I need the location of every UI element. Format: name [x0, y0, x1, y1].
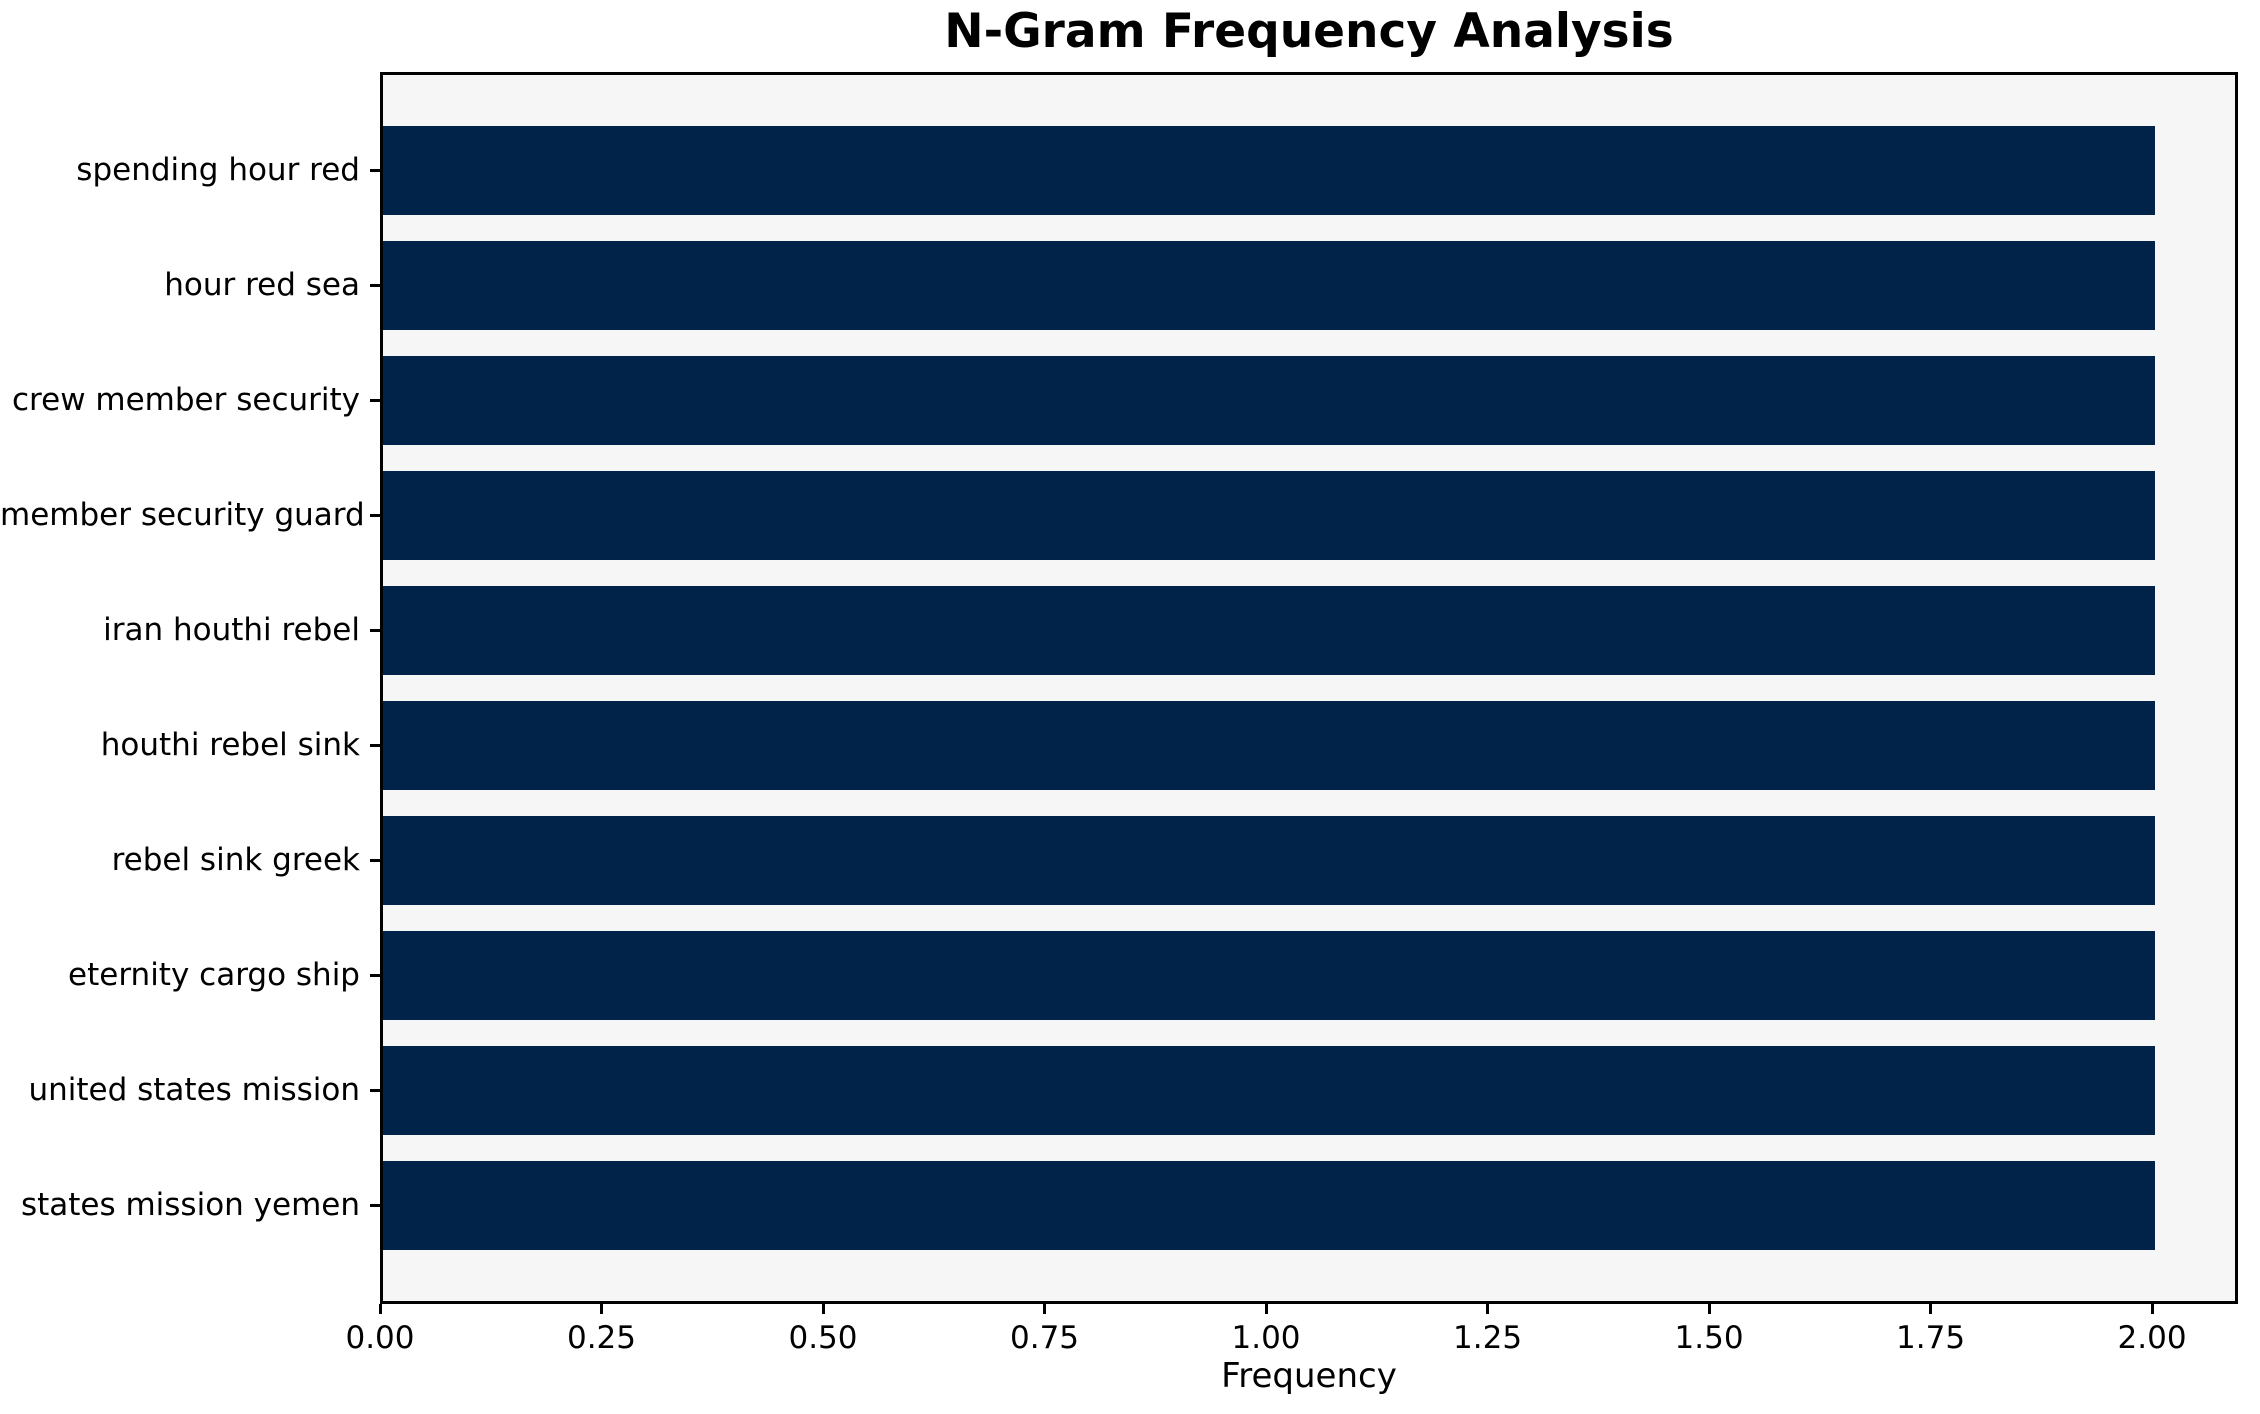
plot-area — [380, 72, 2238, 1304]
y-axis-tick — [370, 398, 380, 402]
x-tick-label: 0.25 — [566, 1320, 637, 1356]
bar — [383, 355, 2155, 445]
x-tick-label: 1.25 — [1453, 1320, 1523, 1356]
y-axis-tick — [370, 1088, 380, 1092]
x-axis-tick — [1043, 1304, 1047, 1314]
category-label: iran houthi rebel — [103, 612, 360, 648]
y-axis-tick — [370, 283, 380, 287]
bar — [383, 125, 2155, 215]
bar — [383, 470, 2155, 560]
x-axis-tick — [378, 1304, 382, 1314]
x-axis-tick — [600, 1304, 603, 1314]
bar — [383, 815, 2155, 905]
bar — [383, 240, 2155, 330]
bar — [383, 585, 2155, 675]
x-axis-tick — [821, 1304, 825, 1314]
y-axis-tick — [370, 513, 380, 517]
x-tick-label: 1.50 — [1674, 1320, 1744, 1356]
x-tick-label: 2.00 — [2117, 1320, 2187, 1356]
x-tick-label: 0.00 — [345, 1320, 415, 1356]
x-tick-label: 0.50 — [788, 1320, 858, 1356]
bar — [383, 700, 2155, 790]
bar — [383, 1160, 2155, 1250]
x-axis-tick — [2150, 1304, 2154, 1314]
bar — [383, 1045, 2155, 1135]
category-label: spending hour red — [76, 152, 360, 188]
x-axis-label: Frequency — [1221, 1356, 1397, 1396]
x-tick-label: 1.75 — [1896, 1320, 1966, 1356]
y-axis-tick — [370, 858, 380, 862]
category-label: member security guard — [0, 497, 365, 533]
x-axis-tick — [1264, 1304, 1268, 1314]
x-tick-label: 0.75 — [1010, 1320, 1080, 1356]
y-axis-tick — [370, 743, 380, 747]
category-label: united states mission — [28, 1072, 360, 1108]
category-label: states mission yemen — [20, 1187, 360, 1223]
category-label: houthi rebel sink — [100, 727, 360, 763]
y-axis-tick — [370, 168, 380, 172]
category-label: hour red sea — [164, 267, 360, 303]
category-label: crew member security — [12, 382, 360, 418]
x-axis-tick — [1707, 1304, 1711, 1314]
x-axis-tick — [1929, 1304, 1933, 1314]
bar — [383, 930, 2155, 1020]
y-axis-tick — [370, 1203, 380, 1207]
category-label: rebel sink greek — [111, 842, 360, 878]
chart-title: N-Gram Frequency Analysis — [944, 4, 1674, 59]
y-axis-tick — [370, 628, 380, 632]
x-axis-tick — [1486, 1304, 1490, 1314]
x-tick-label: 1.00 — [1231, 1320, 1301, 1356]
y-axis-tick — [370, 973, 380, 977]
category-label: eternity cargo ship — [68, 957, 360, 993]
